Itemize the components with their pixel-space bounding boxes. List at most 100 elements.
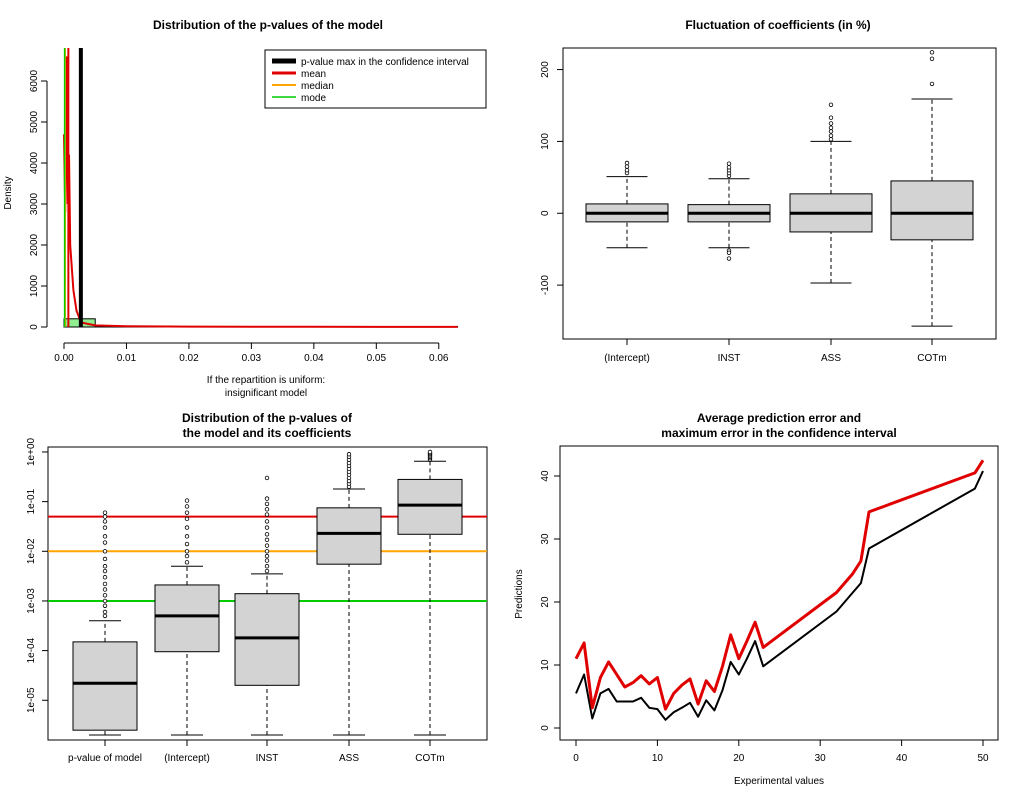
chart3-outlier (264, 501, 270, 507)
chart2-outlier (828, 102, 834, 107)
chart1-density-curve (63, 56, 458, 328)
chart1-y-tick-label: 0 (29, 324, 40, 330)
chart3-outlier (264, 564, 270, 569)
chart3-outlier (264, 519, 270, 524)
chart1-xlabel-line2: insignificant model (225, 388, 307, 399)
legend-label-pvalue-max: p-value max in the confidence interval (301, 57, 469, 68)
chart4-y-tick-label: 40 (540, 470, 551, 482)
chart1-y-tick-label: 5000 (29, 110, 40, 133)
chart4-title-line2: maximum error in the confidence interval (661, 426, 896, 440)
chart1-legend-box (264, 49, 487, 109)
chart3-outlier (184, 534, 190, 539)
chart1-x-tick-label: 0.01 (117, 353, 137, 364)
chart3-outlier (102, 568, 108, 574)
chart3-outlier (102, 613, 108, 619)
chart3-x-tick-label: INST (256, 753, 279, 764)
chart4-series-line-2 (574, 459, 985, 711)
chart3-title-line2: the model and its coefficients (183, 426, 352, 440)
chart3-outlier (264, 525, 270, 530)
chart3-outlier (102, 549, 108, 554)
chart3-outlier (102, 514, 108, 519)
chart4-x-tick-label: 40 (896, 753, 908, 764)
chart2-x-tick-label: (Intercept) (604, 353, 650, 364)
chart2-outlier (726, 165, 732, 170)
chart2-outlier (828, 137, 834, 142)
chart4-xlabel: Experimental values (734, 776, 824, 787)
chart2-plot: -100 0 100 200 (Intercept) INST ASS COTm (540, 50, 974, 364)
chart4-x-tick-label: 30 (815, 753, 827, 764)
chart3-x-tick-label: p-value of model (68, 753, 142, 764)
chart3-x-tick-label: (Intercept) (164, 753, 210, 764)
chart3-outlier (264, 558, 270, 563)
chart2-outlier (624, 164, 630, 169)
chart3-box (316, 507, 382, 565)
chart1-y-tick-label: 2000 (29, 233, 40, 256)
chart1-x-tick-label: 0.04 (304, 353, 324, 364)
chart1-x-tick-label: 0.00 (54, 353, 74, 364)
chart3-outlier (102, 587, 108, 592)
chart3-x-tick-label: ASS (339, 753, 359, 764)
chart1-xlabel: If the repartition is uniform: (207, 375, 325, 386)
chart4-x-tick-label: 10 (652, 753, 664, 764)
chart3-box (234, 593, 300, 686)
chart3-plot: 1e-05 1e-04 1e-03 1e-02 1e-01 1e+00 p-value of… (26, 437, 487, 764)
chart3-outlier (427, 449, 433, 455)
chart4-x-tick-label: 0 (573, 753, 579, 764)
chart2-outlier (828, 125, 834, 130)
chart3-outlier (264, 507, 270, 512)
chart3-outlier (184, 560, 190, 565)
chart3-outlier (346, 452, 352, 457)
chart3-outlier (102, 598, 108, 604)
chart4-ylabel: Predictions (514, 569, 525, 618)
chart4-y-tick-label: 30 (540, 533, 551, 545)
chart1-ylabel: Density (3, 176, 14, 209)
chart3-outlier (264, 549, 270, 554)
chart2-outlier (828, 115, 834, 120)
chart2-outlier (929, 56, 935, 61)
chart3-outlier (264, 532, 270, 537)
chart2-outlier (828, 129, 834, 134)
chart3-outlier (184, 553, 190, 559)
chart3-outlier (102, 581, 108, 587)
chart3-box (72, 641, 138, 731)
chart1-title: Distribution of the p-values of the mode… (153, 18, 383, 32)
chart1-x-tick-label: 0.02 (179, 353, 199, 364)
chart4-x-tick-label: 50 (977, 753, 989, 764)
chart3-outlier (184, 525, 190, 530)
chart4-title: Average prediction error and (697, 411, 861, 425)
chart3-outlier (184, 541, 190, 547)
chart2-y-tick-label: 100 (540, 133, 551, 150)
chart4-plot: 0 10 20 30 40 50 0 10 20 30 40 (540, 459, 989, 764)
chart3-outlier (102, 519, 108, 524)
chart3-box (397, 478, 463, 535)
chart3-outlier (102, 575, 108, 580)
chart3-outlier (102, 534, 108, 539)
chart2-y-tick-label: 200 (540, 61, 551, 78)
chart3-outlier (264, 512, 270, 517)
chart2-outlier (929, 50, 935, 55)
chart1-plot: 0.00 0.01 0.02 0.03 0.04 0.05 0.06 0 1000 2000 300… (29, 48, 459, 364)
chart1-x-tick-label: 0.06 (429, 353, 449, 364)
chart3-outlier (264, 543, 270, 548)
chart3-outlier (102, 540, 108, 545)
chart2-outlier (828, 121, 834, 126)
chart2-outlier (726, 256, 732, 261)
chart3-outlier (102, 510, 108, 515)
legend-label-median: median (301, 81, 334, 92)
chart1-y-tick-label: 6000 (29, 69, 40, 92)
chart2-outlier (624, 167, 630, 173)
chart1-legend: p-value max in the confidence interval m… (264, 49, 487, 109)
chart1-y-tick-label: 1000 (29, 274, 40, 297)
chart3-y-tick-label: 1e-03 (26, 588, 37, 614)
chart3-outlier (264, 568, 270, 574)
chart3-x-tick-label: COTm (415, 753, 444, 764)
chart3-outlier (184, 549, 190, 554)
chart2-y-tick-label: 0 (540, 210, 551, 216)
chart2-outlier (828, 133, 834, 138)
chart4-y-tick-label: 20 (540, 596, 551, 608)
chart3-outlier (264, 553, 270, 559)
chart3-outlier (102, 609, 108, 615)
chart3-box (154, 584, 220, 653)
chart2-box (890, 180, 974, 241)
chart1-y-tick-label: 4000 (29, 151, 40, 174)
